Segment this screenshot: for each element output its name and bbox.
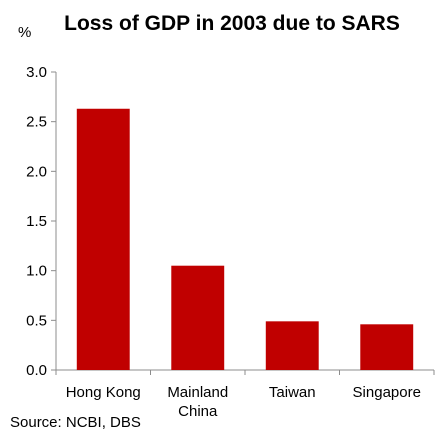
bars — [76, 108, 414, 371]
bar — [360, 324, 414, 370]
x-category-label: Hong Kong — [66, 384, 141, 401]
bar — [265, 321, 319, 370]
bar — [76, 108, 130, 371]
chart-title: Loss of GDP in 2003 due to SARS — [64, 12, 400, 35]
y-tick-label: 1.5 — [26, 213, 47, 230]
y-tick-label: 1.0 — [26, 263, 47, 280]
bar — [171, 265, 225, 370]
source-note: Source: NCBI, DBS — [10, 414, 141, 431]
x-category-label: China — [178, 403, 218, 420]
y-axis-ticks: 0.0 0.5 1.0 1.5 2.0 2.5 3.0 — [26, 64, 56, 379]
x-category-label: Mainland — [167, 384, 228, 401]
x-axis-labels: Hong Kong Mainland China Taiwan Singapore — [66, 384, 421, 420]
y-tick-label: 3.0 — [26, 64, 47, 81]
y-tick-label: 0.5 — [26, 312, 47, 329]
y-tick-label: 2.0 — [26, 163, 47, 180]
y-tick-label: 2.5 — [26, 114, 47, 131]
y-tick-label: 0.0 — [26, 362, 47, 379]
x-category-label: Singapore — [353, 384, 421, 401]
y-axis-unit: % — [18, 24, 31, 41]
x-category-label: Taiwan — [269, 384, 316, 401]
